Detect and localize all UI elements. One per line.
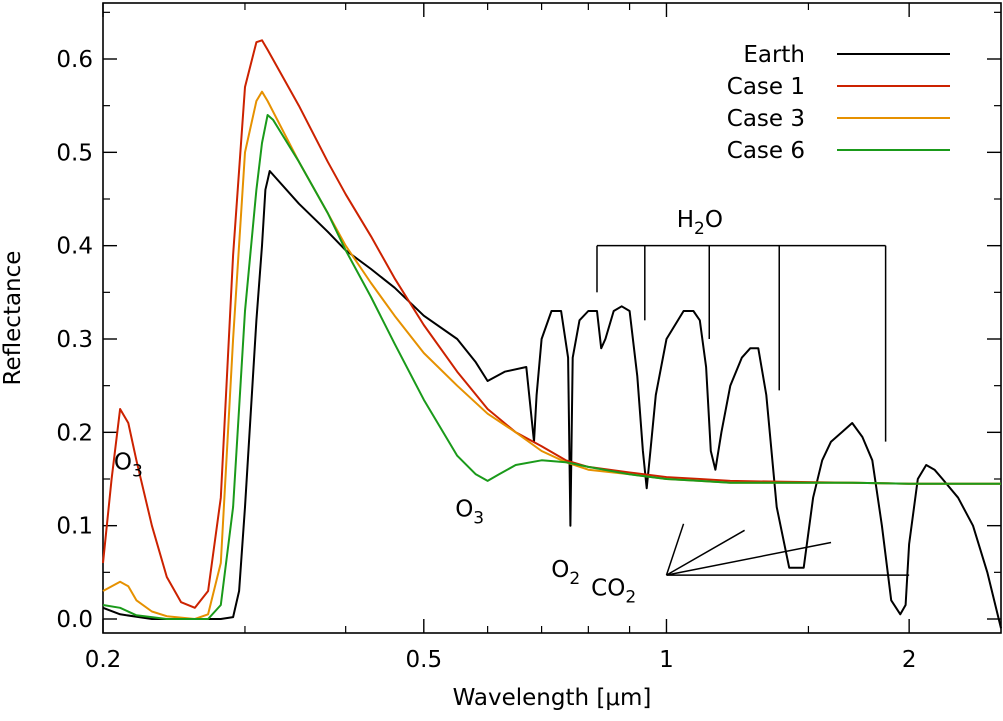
annotation-co2: CO2 — [591, 576, 636, 608]
annotation-main: CO — [591, 576, 625, 602]
y-tick-label: 0.4 — [56, 234, 93, 260]
x-tick-label: 0.5 — [406, 647, 443, 673]
y-axis-title: Reflectance — [0, 251, 26, 386]
annotation-subscript: 3 — [132, 462, 143, 482]
y-tick-label: 0.2 — [56, 420, 93, 446]
annotation-subscript: 2 — [694, 219, 705, 239]
annotation-lines — [596, 244, 910, 576]
series-line-case-3 — [102, 90, 1001, 620]
x-tick-label: 0.2 — [85, 647, 122, 673]
series-layer — [102, 39, 1002, 629]
annotation-o3-uv: O3 — [114, 450, 143, 482]
annotation-main: O — [114, 450, 132, 476]
series-line-case-1 — [102, 39, 1001, 609]
series-line-case-6 — [102, 114, 1001, 620]
x-tick-label: 1 — [659, 647, 674, 673]
annotation-h2o: H2O — [677, 207, 723, 239]
x-axis-title: Wavelength [μm] — [453, 685, 652, 711]
y-tick-label: 0.1 — [56, 514, 93, 540]
legend-label: Earth — [743, 42, 805, 68]
plot-frame — [102, 2, 1002, 634]
annotation-o3-vis: O3 — [455, 496, 484, 528]
co2-band-marker — [666, 529, 745, 576]
series-line-earth — [102, 170, 1002, 629]
legend: Earth Case 1 Case 3 Case 6 — [727, 42, 950, 164]
co2-band-marker — [666, 541, 832, 576]
annotation-main: H — [677, 207, 694, 233]
annotation-subscript: 2 — [625, 588, 636, 608]
annotation-subscript: 3 — [473, 508, 484, 528]
co2-band-marker — [665, 523, 685, 576]
y-tick-label: 0.5 — [56, 140, 93, 166]
axis-ticks: 0.0 0.1 0.2 0.3 0.4 0.5 0.6 0.2 0.5 1 2 — [56, 3, 1001, 673]
legend-label: Case 3 — [727, 106, 805, 132]
y-tick-label: 0.6 — [56, 47, 93, 73]
annotation-subscript: 2 — [569, 569, 580, 589]
annotation-o2: O2 — [551, 557, 580, 589]
legend-label: Case 1 — [727, 74, 805, 100]
annotation-main-2: O — [705, 207, 723, 233]
annotation-main: O — [455, 496, 473, 522]
legend-label: Case 6 — [727, 138, 805, 164]
y-tick-label: 0.3 — [56, 327, 93, 353]
x-tick-label: 2 — [902, 647, 917, 673]
y-tick-label: 0.0 — [56, 607, 93, 633]
annotation-main: O — [551, 557, 569, 583]
